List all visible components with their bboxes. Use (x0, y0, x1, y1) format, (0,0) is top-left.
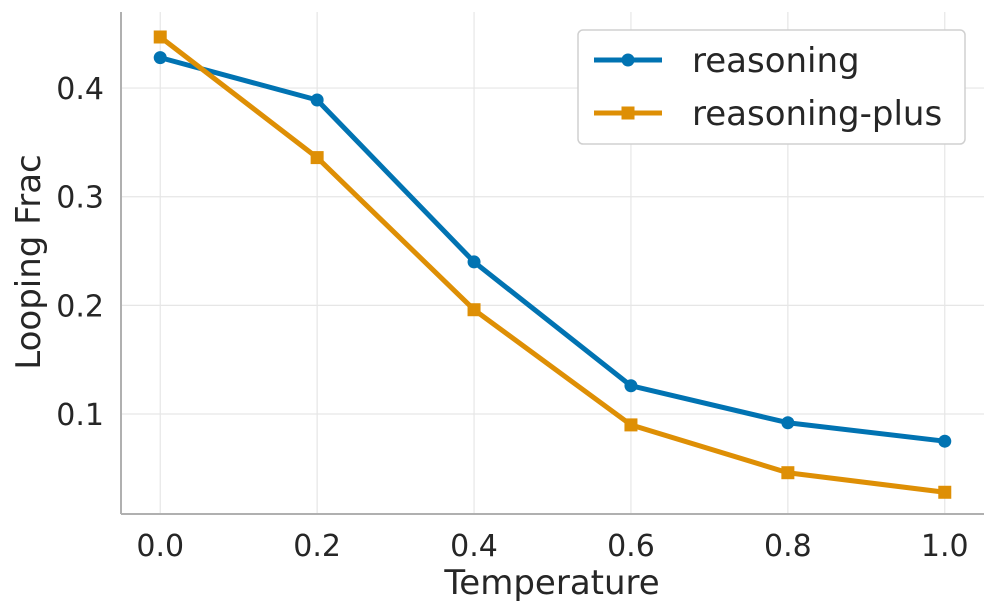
y-tick-labels: 0.1 0.2 0.3 0.4 (56, 72, 104, 433)
x-tick-label: 0.4 (450, 529, 498, 564)
data-point (467, 303, 481, 317)
legend-label: reasoning-plus (692, 94, 942, 134)
y-axis-title: Looping Frac (9, 154, 49, 370)
series (153, 30, 952, 499)
series-line-reasoning-plus (157, 34, 948, 495)
data-point (467, 255, 481, 269)
data-point (310, 151, 324, 165)
data-point (781, 466, 795, 480)
y-tick-label: 0.1 (56, 398, 104, 433)
legend-item-reasoning: reasoning (594, 41, 860, 81)
x-tick-label: 0.0 (136, 529, 184, 564)
legend-marker (621, 53, 635, 67)
legend: reasoning reasoning-plus (577, 29, 966, 145)
data-point (938, 434, 952, 448)
legend-box (577, 29, 966, 145)
data-point (153, 30, 167, 44)
y-tick-label: 0.4 (56, 72, 104, 107)
x-tick-label: 0.6 (607, 529, 655, 564)
series-reasoning-plus (153, 30, 952, 499)
x-tick-labels: 0.0 0.2 0.4 0.6 0.8 1.0 (136, 529, 968, 564)
x-tick-label: 0.2 (293, 529, 341, 564)
data-point (938, 485, 952, 499)
x-tick-label: 1.0 (921, 529, 969, 564)
legend-item-reasoning-plus: reasoning-plus (594, 94, 942, 134)
series-line-reasoning (157, 55, 948, 444)
y-tick-label: 0.2 (56, 289, 104, 324)
legend-marker (621, 106, 635, 120)
y-tick-label: 0.3 (56, 181, 104, 216)
data-point (624, 379, 638, 393)
data-point (624, 418, 638, 432)
series-reasoning (153, 51, 952, 448)
x-tick-label: 0.8 (764, 529, 812, 564)
axes (120, 12, 984, 515)
legend-label: reasoning (692, 41, 860, 81)
data-point (310, 93, 324, 107)
x-axis-title: Temperature (443, 563, 659, 603)
data-point (781, 416, 795, 430)
data-point (153, 51, 167, 65)
